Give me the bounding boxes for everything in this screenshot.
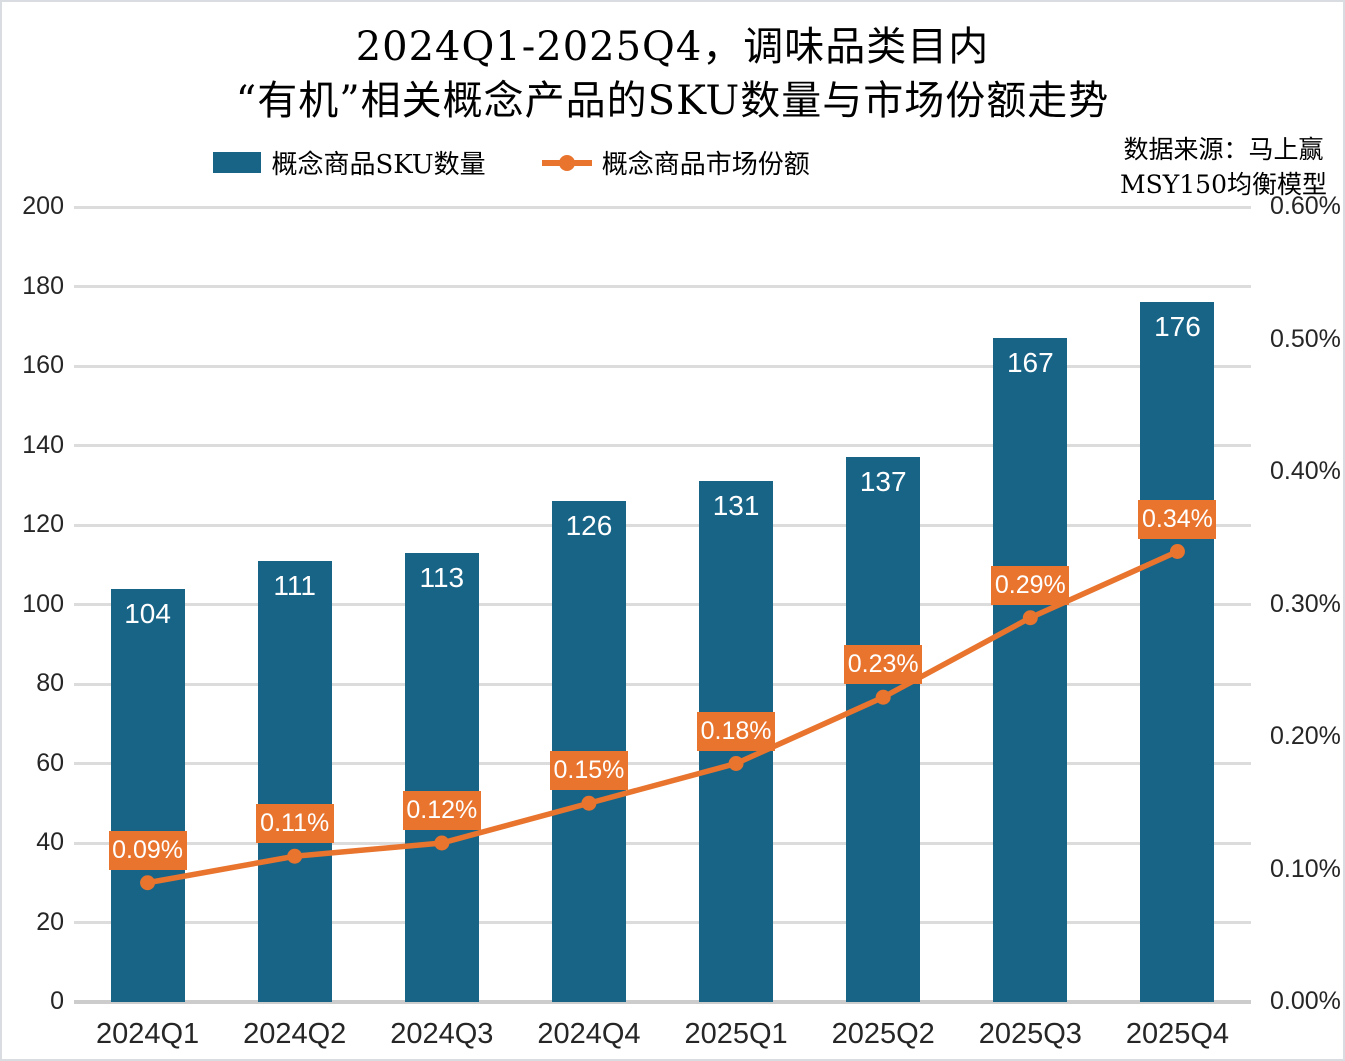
bar-value-label: 131	[712, 490, 760, 522]
left-axis-tick-label: 20	[36, 907, 64, 936]
legend: 概念商品SKU数量 概念商品市场份额	[2, 144, 1021, 181]
data-source: 数据来源：马上赢 MSY150均衡模型	[1120, 132, 1327, 202]
left-axis-tick-label: 80	[36, 669, 64, 697]
line-value-label: 0.12%	[402, 791, 481, 830]
line-value-label: 0.23%	[844, 645, 923, 685]
bar-value-label: 176	[1154, 311, 1201, 343]
right-axis-tick-label: 0.10%	[1270, 854, 1341, 883]
left-axis-tick-label: 120	[22, 510, 64, 538]
x-axis-tick-label: 2025Q3	[978, 1018, 1082, 1050]
left-axis-tick-label: 140	[22, 430, 64, 459]
chart-title-line2: “有机”相关概念产品的SKU数量与市场份额走势	[235, 78, 1110, 124]
right-axis-tick-label: 0.00%	[1270, 987, 1341, 1015]
line-value-label: 0.11%	[255, 804, 334, 844]
line-data-point	[1169, 544, 1185, 559]
gridline	[74, 444, 1251, 447]
bar-value-label: 104	[124, 597, 171, 629]
left-axis-tick-label: 0	[50, 987, 64, 1015]
gridline	[74, 205, 1251, 209]
right-axis-tick-label: 0.50%	[1270, 324, 1341, 353]
left-axis-tick-label: 160	[22, 351, 64, 379]
x-axis-tick-label: 2024Q1	[95, 1018, 200, 1050]
chart-title-line1: 2024Q1-2025Q4，调味品类目内	[355, 24, 990, 70]
bar-sku-count: 111	[257, 560, 332, 1002]
left-axis-tick-label: 60	[36, 748, 64, 777]
left-axis-tick-label: 180	[22, 271, 64, 300]
left-axis-tick-label: 200	[22, 192, 64, 220]
bar-sku-count: 176	[1140, 302, 1215, 1002]
line-value-label: 0.34%	[1138, 499, 1217, 539]
x-axis-line	[74, 1000, 1251, 1004]
line-value-label: 0.18%	[697, 711, 776, 751]
right-axis-tick-label: 0.60%	[1270, 192, 1341, 220]
x-axis-tick-label: 2024Q2	[243, 1018, 347, 1050]
bar-value-label: 137	[859, 466, 907, 498]
line-value-label: 0.09%	[108, 830, 187, 870]
line-series-dot-icon	[558, 154, 575, 171]
line-data-point	[140, 875, 156, 891]
bar-value-label: 113	[419, 561, 465, 593]
gridline	[74, 841, 1251, 845]
market-share-line-layer	[140, 544, 1185, 891]
line-data-point	[1022, 610, 1038, 626]
gridline	[74, 762, 1251, 765]
line-value-label: 0.29%	[991, 565, 1070, 605]
data-source-line2: MSY150均衡模型	[1120, 170, 1327, 199]
legend-label-sku-count: 概念商品SKU数量	[271, 150, 486, 180]
left-axis-tick-label: 100	[22, 589, 64, 618]
bar-sku-count: 113	[404, 552, 479, 1002]
line-data-point	[434, 835, 450, 851]
x-axis-tick-label: 2025Q1	[684, 1018, 788, 1050]
chart-title: 2024Q1-2025Q4，调味品类目内 “有机”相关概念产品的SKU数量与市场…	[2, 20, 1343, 128]
line-data-point	[875, 689, 891, 705]
legend-label-market-share: 概念商品市场份额	[601, 150, 810, 180]
gridline	[74, 921, 1251, 924]
bar-value-label: 167	[1006, 347, 1054, 379]
left-axis-tick-label: 40	[36, 828, 64, 856]
gridline	[74, 364, 1251, 368]
bar-series-swatch-icon	[213, 152, 262, 173]
x-axis-tick-label: 2025Q2	[831, 1018, 935, 1050]
right-axis-tick-label: 0.30%	[1270, 589, 1341, 618]
x-axis-tick-label: 2024Q3	[390, 1018, 494, 1050]
legend-item-market-share: 概念商品市场份额	[541, 144, 810, 181]
right-axis-tick-label: 0.40%	[1270, 457, 1341, 485]
line-data-point	[581, 795, 597, 811]
x-axis-tick-label: 2025Q4	[1125, 1018, 1230, 1050]
market-share-line	[147, 548, 1179, 886]
gridline	[74, 603, 1251, 606]
gridline	[74, 682, 1251, 686]
line-series-swatch-icon	[541, 154, 592, 171]
bar-sku-count: 104	[110, 588, 185, 1002]
line-data-point	[728, 756, 744, 771]
data-source-line1: 数据来源：马上赢	[1123, 135, 1324, 164]
x-axis-tick-label: 2024Q4	[537, 1018, 641, 1050]
line-value-label: 0.15%	[549, 751, 628, 791]
bar-value-label: 126	[565, 510, 613, 542]
bar-sku-count: 137	[846, 457, 921, 1002]
right-axis-tick-label: 0.20%	[1270, 722, 1341, 750]
gridline	[74, 523, 1251, 527]
gridline	[74, 285, 1251, 288]
bar-sku-count: 167	[993, 338, 1068, 1002]
legend-item-sku-count: 概念商品SKU数量	[213, 144, 486, 181]
line-data-point	[287, 848, 303, 864]
bar-value-label: 111	[273, 569, 316, 601]
